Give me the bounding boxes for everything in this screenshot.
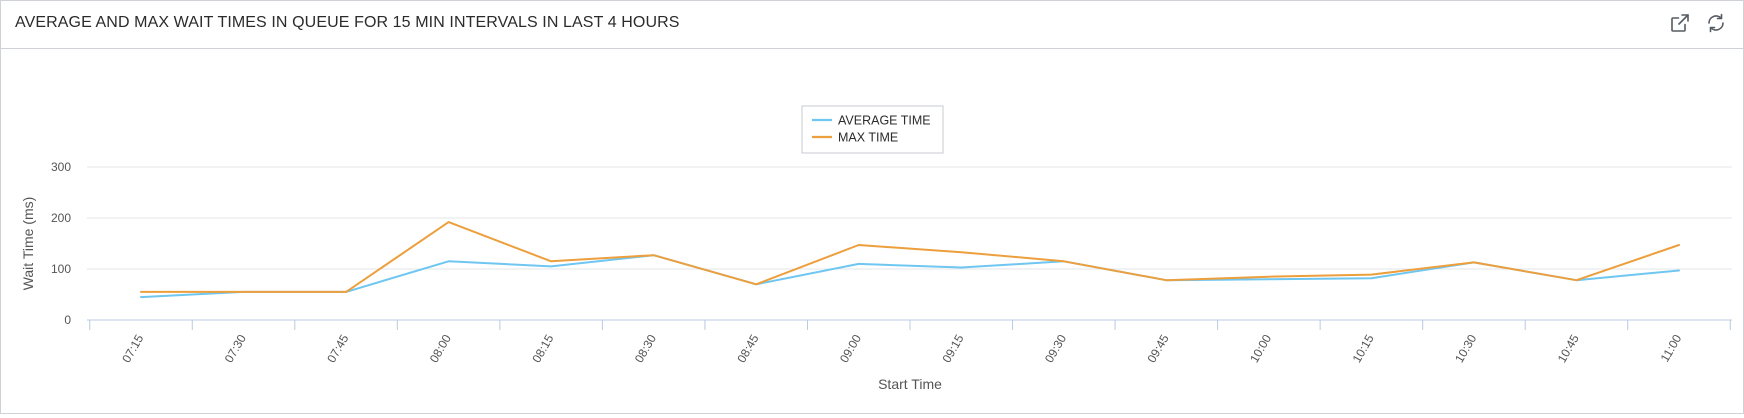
x-tick-label: 08:30 [632,332,659,365]
line-chart: 0 100 200 300 07:15 07:30 07:45 08:00 08:15 08:30… [20,105,1732,392]
x-tick-label: 11:00 [1658,332,1685,365]
x-tick-label: 09:30 [1042,332,1069,365]
x-tick-label: 08:00 [427,332,454,365]
series-line-max-time[interactable] [140,221,1680,293]
chart-area: 0 100 200 300 07:15 07:30 07:45 08:00 08:15 08:30… [1,49,1743,413]
x-tick-label: 08:45 [734,332,761,365]
widget-title: AVERAGE AND MAX WAIT TIMES IN QUEUE FOR … [15,14,680,31]
x-tick-label: 08:15 [529,332,556,365]
x-tick-label: 10:30 [1452,332,1479,365]
series-line-average-time[interactable] [140,254,1680,299]
x-tick-label: 07:30 [222,332,249,365]
refresh-icon[interactable] [1704,11,1728,35]
legend-label[interactable]: AVERAGE TIME [838,114,931,128]
legend-label[interactable]: MAX TIME [838,131,898,145]
y-tick-label: 0 [64,313,71,327]
x-tick-label: 07:15 [119,332,146,365]
x-tick-label: 10:45 [1555,332,1582,365]
legend-box [801,105,944,154]
x-tick-label: 09:15 [939,332,966,365]
y-tick-label: 300 [51,160,71,174]
y-tick-label: 200 [51,211,71,225]
x-tick-label: 10:00 [1247,332,1274,365]
y-tick-label: 100 [51,262,71,276]
x-tick-label: 10:15 [1350,332,1377,365]
widget-header: AVERAGE AND MAX WAIT TIMES IN QUEUE FOR … [1,1,1743,49]
y-axis-title: Wait Time (ms) [20,197,36,291]
x-tick-label: 09:00 [837,332,864,365]
x-tick-label: 07:45 [324,332,351,365]
x-axis-title: Start Time [878,376,942,392]
external-link-icon[interactable] [1668,11,1692,35]
x-tick-label: 09:45 [1145,332,1172,365]
